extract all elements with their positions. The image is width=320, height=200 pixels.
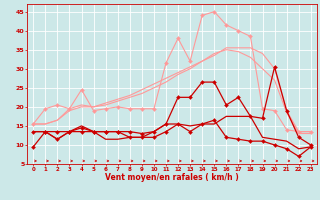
X-axis label: Vent moyen/en rafales ( km/h ): Vent moyen/en rafales ( km/h ): [105, 173, 239, 182]
